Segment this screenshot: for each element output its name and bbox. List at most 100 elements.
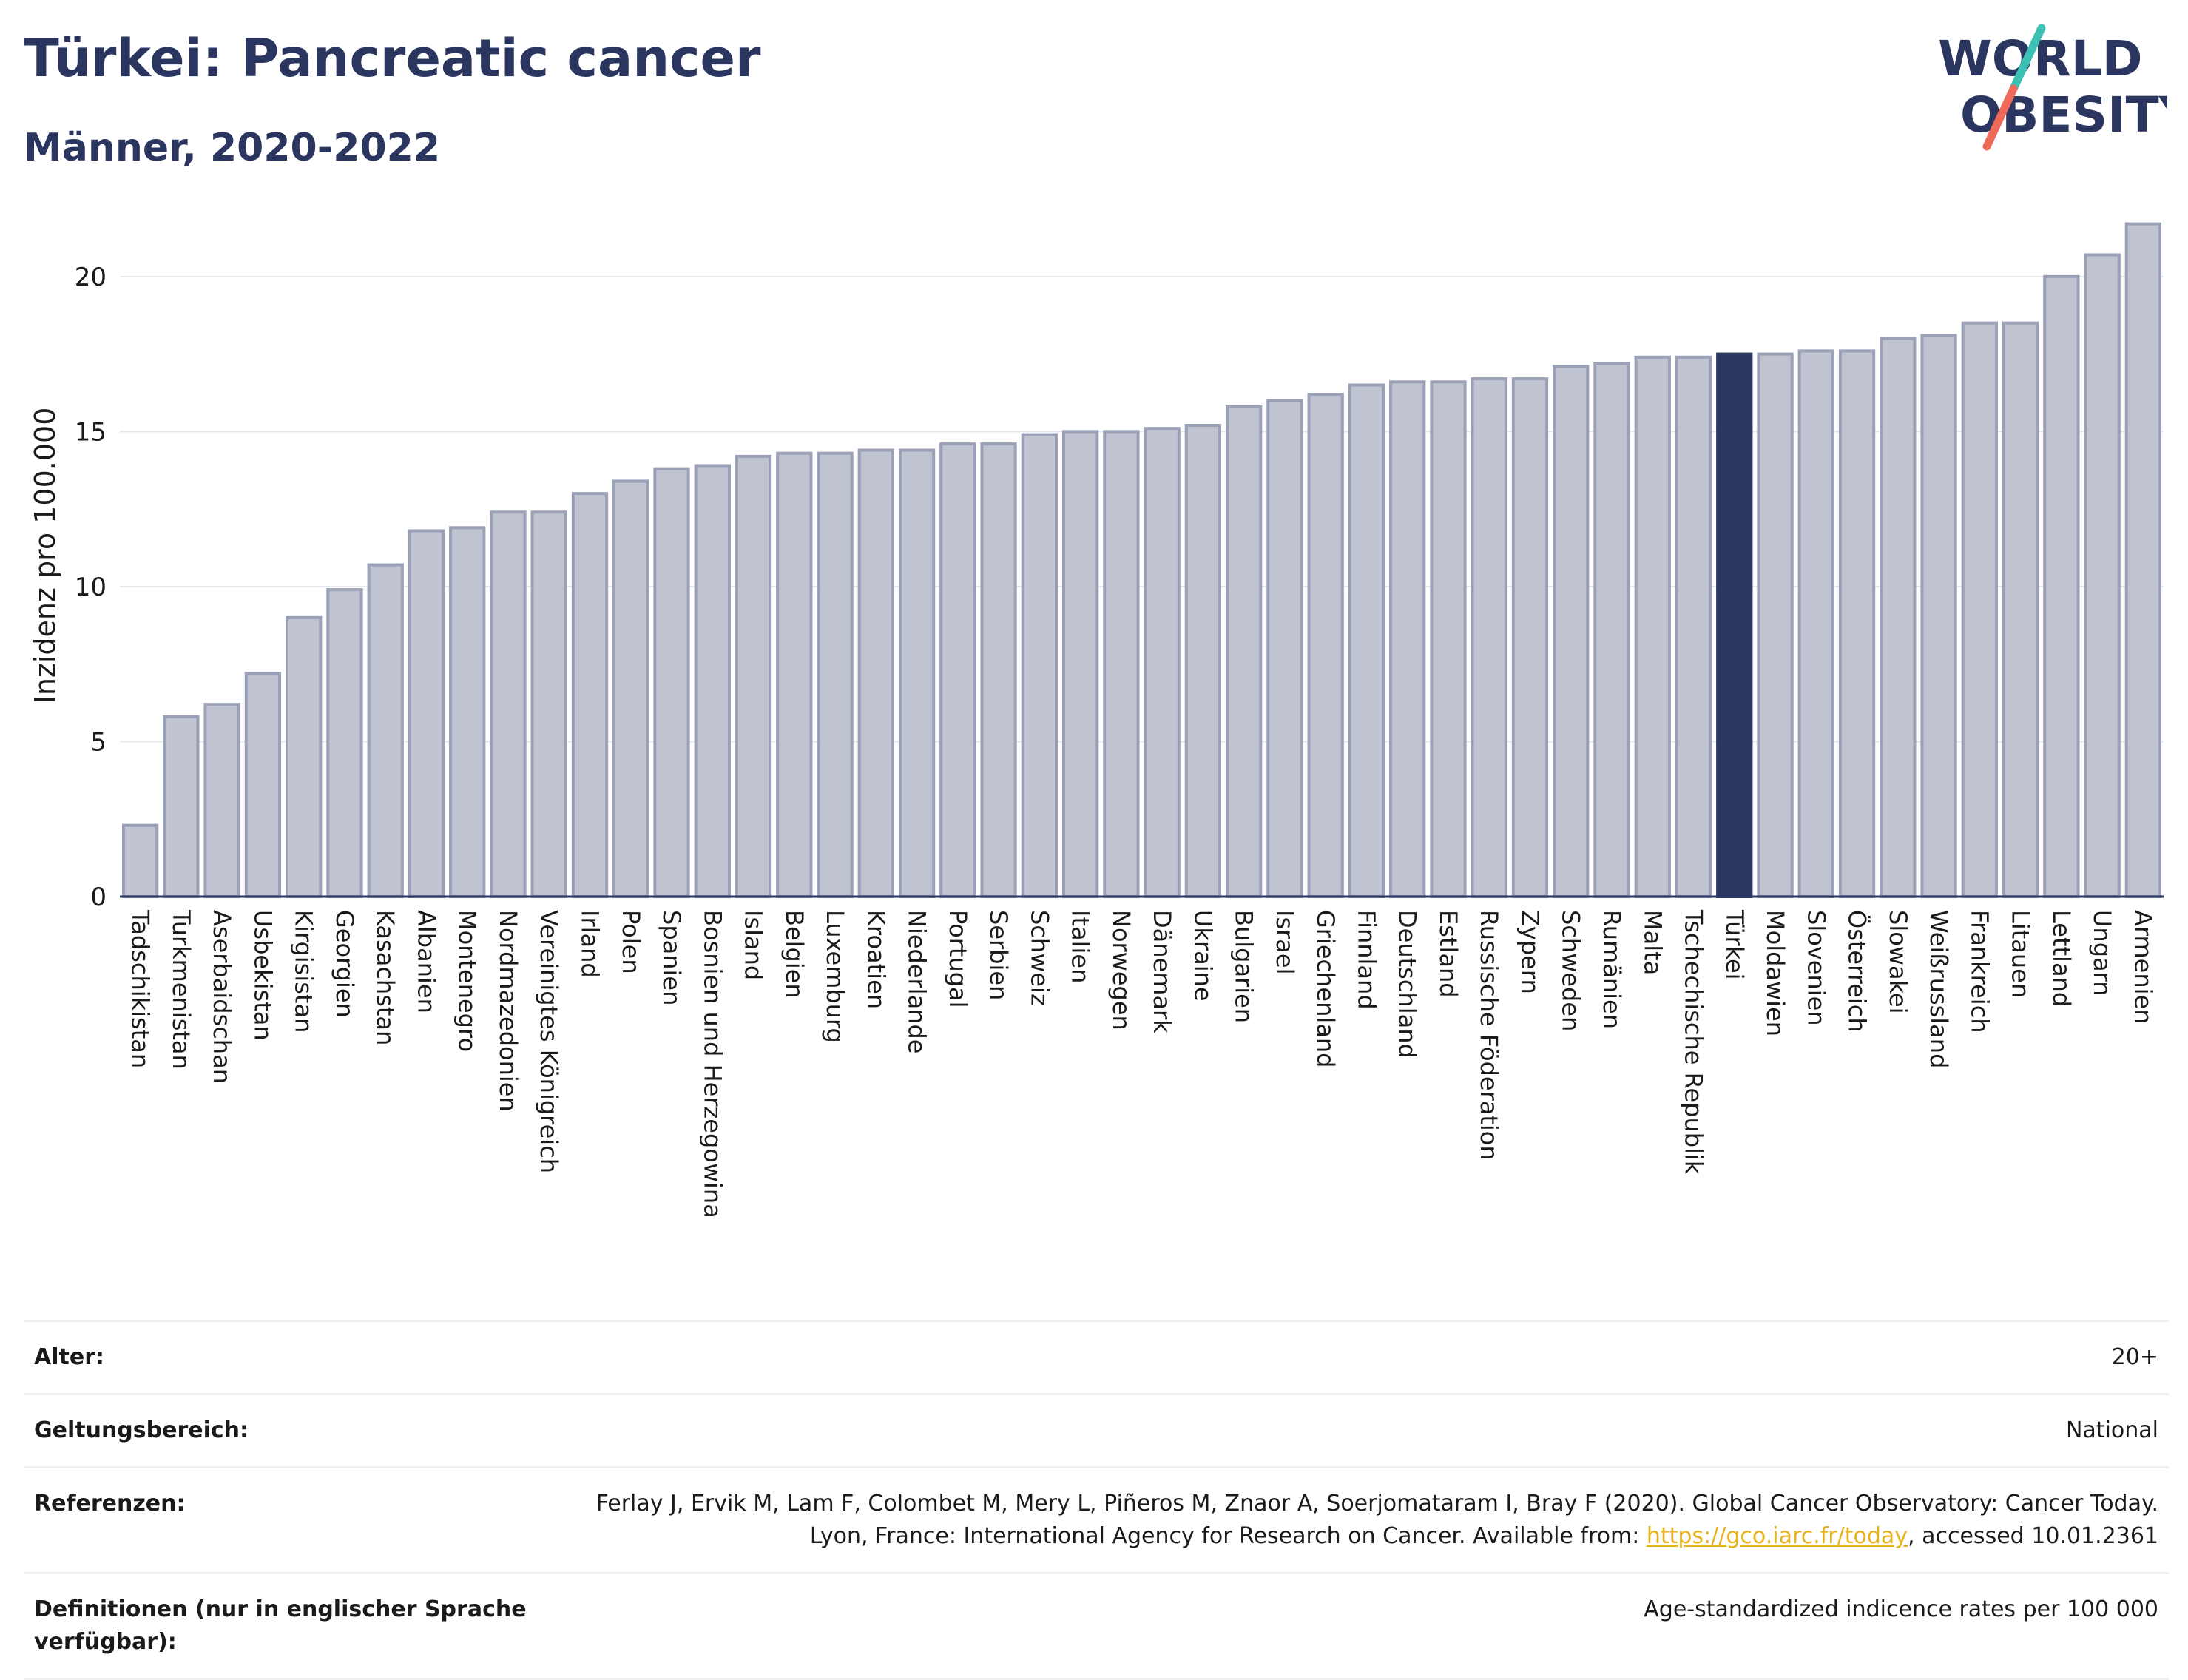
y-tick-label: 15 xyxy=(75,417,107,447)
logo-slash-teal xyxy=(2009,24,2046,93)
meta-row-scope: Geltungsbereich: National xyxy=(24,1395,2169,1468)
world-obesity-logo: WORLD OBESITY xyxy=(1938,24,2167,151)
x-tick-label: Spanien xyxy=(658,910,686,1005)
meta-row-definitions: Definitionen (nur in englischer Sprache … xyxy=(24,1574,2169,1680)
reference-text: Ferlay J, Ervik M, Lam F, Colombet M, Me… xyxy=(595,1491,2158,1549)
bar xyxy=(898,448,936,898)
bar xyxy=(1920,334,1957,899)
bar xyxy=(1266,399,1303,899)
x-tick-label: Schweiz xyxy=(1025,910,1053,1006)
reference-accessed: , accessed 10.01.2361 xyxy=(1908,1523,2158,1549)
y-tick-label: 10 xyxy=(75,573,107,602)
bar xyxy=(1307,393,1344,898)
bar xyxy=(367,563,404,898)
bar xyxy=(1430,380,1467,899)
x-tick-label: Frankreich xyxy=(1965,910,1993,1033)
x-tick-label: Aserbaidschan xyxy=(208,910,236,1084)
x-tick-label: Island xyxy=(740,910,768,980)
bar xyxy=(857,448,894,898)
bar xyxy=(1061,430,1099,898)
x-tick-label: Lettland xyxy=(2047,910,2076,1007)
x-tick-label: Griechenland xyxy=(1311,910,1340,1067)
meta-key-references: Referenzen: xyxy=(34,1491,186,1517)
x-tick-label: Italien xyxy=(1067,910,1095,983)
bar xyxy=(980,442,1017,898)
x-tick-label: Estland xyxy=(1434,910,1462,998)
bar xyxy=(1675,355,1712,899)
meta-value-scope: National xyxy=(2065,1417,2158,1443)
x-tick-label: Finnland xyxy=(1352,910,1380,1010)
x-tick-label: Österreich xyxy=(1843,910,1871,1033)
x-tick-label: Bosnien und Herzegowina xyxy=(698,910,726,1218)
bar xyxy=(735,454,772,898)
x-tick-label: Turkmenistan xyxy=(167,909,195,1070)
meta-key-age: Alter: xyxy=(34,1344,104,1370)
bar xyxy=(1225,405,1263,898)
y-tick-label: 0 xyxy=(90,883,107,912)
meta-value-references: Ferlay J, Ervik M, Lam F, Colombet M, Me… xyxy=(567,1488,2158,1553)
x-tick-label: Vereinigtes Königreich xyxy=(535,910,563,1173)
bar xyxy=(1838,349,1876,898)
bar-chart: 0 5 10 15 20 Inzidenz pro 100.000 Tadschikista… xyxy=(29,222,2164,1218)
x-tick-label: Weißrussland xyxy=(1925,910,1953,1068)
x-tick-label: Albanien xyxy=(412,910,440,1013)
x-tick-label: Portugal xyxy=(944,910,972,1008)
bar xyxy=(1103,430,1140,898)
bar xyxy=(1961,321,1998,898)
x-tick-label: Usbekistan xyxy=(249,910,277,1041)
meta-key-definitions: Definitionen (nur in englischer Sprache … xyxy=(34,1596,527,1655)
x-tick-label: Malta xyxy=(1638,910,1667,975)
bar xyxy=(571,492,609,898)
x-tick-label: Polen xyxy=(617,910,645,974)
bar xyxy=(2124,222,2162,898)
x-tick-label: Dänemark xyxy=(1148,910,1176,1033)
x-tick-label: Schweden xyxy=(1557,910,1585,1031)
x-tick-label: Kirgisistan xyxy=(290,910,318,1033)
bar xyxy=(939,442,976,898)
x-tick-label: Norwegen xyxy=(1107,910,1135,1030)
bar xyxy=(1757,352,1794,899)
x-tick-label: Zypern xyxy=(1516,910,1544,994)
bar xyxy=(408,529,445,898)
x-tick-label: Slowakei xyxy=(1884,910,1912,1014)
bar xyxy=(121,823,159,898)
bar xyxy=(1797,349,1834,898)
bar xyxy=(1184,423,1222,898)
meta-key-scope: Geltungsbereich: xyxy=(34,1417,249,1443)
bar xyxy=(1021,433,1058,898)
x-tick-label: Georgien xyxy=(331,910,359,1018)
bar xyxy=(449,526,486,898)
bar xyxy=(1880,337,1917,899)
meta-row-age: Alter: 20+ xyxy=(24,1322,2169,1395)
bar-highlight xyxy=(1716,352,1753,899)
x-tick-label: Tschechische Republik xyxy=(1680,909,1708,1175)
x-tick-label: Ukraine xyxy=(1189,910,1217,1002)
bar xyxy=(244,672,282,898)
bar xyxy=(776,451,813,898)
metadata-table: Alter: 20+ Geltungsbereich: National Ref… xyxy=(24,1320,2169,1680)
x-tick-label: Litauen xyxy=(2007,910,2035,998)
bar xyxy=(1511,377,1549,899)
y-tick-label: 5 xyxy=(90,727,107,757)
x-tick-label: Türkei xyxy=(1721,909,1749,980)
x-tick-label: Ungarn xyxy=(2088,910,2116,996)
bar xyxy=(1144,427,1181,898)
page-title: Türkei: Pancreatic cancer xyxy=(24,28,761,89)
x-tick-label: Russische Föderation xyxy=(1475,910,1503,1161)
bar xyxy=(1471,377,1507,899)
bar xyxy=(817,451,854,898)
x-tick-label: Montenegro xyxy=(453,910,482,1052)
bar xyxy=(286,615,323,898)
x-tick-label: Slovenien xyxy=(1802,910,1830,1026)
bar xyxy=(1348,383,1385,898)
meta-value-definitions: Age-standardized indicence rates per 100… xyxy=(1644,1596,2158,1622)
meta-value-age: 20+ xyxy=(2111,1344,2158,1370)
x-tick-label: Rumänien xyxy=(1598,910,1626,1029)
bar xyxy=(2043,274,2080,899)
meta-row-references: Referenzen: Ferlay J, Ervik M, Lam F, Co… xyxy=(24,1468,2169,1574)
reference-link[interactable]: https://gco.iarc.fr/today xyxy=(1646,1523,1908,1549)
bar xyxy=(163,715,200,898)
x-tick-label: Serbien xyxy=(985,910,1013,1000)
x-tick-label: Israel xyxy=(1271,910,1299,974)
x-tick-label: Moldawien xyxy=(1761,910,1789,1036)
